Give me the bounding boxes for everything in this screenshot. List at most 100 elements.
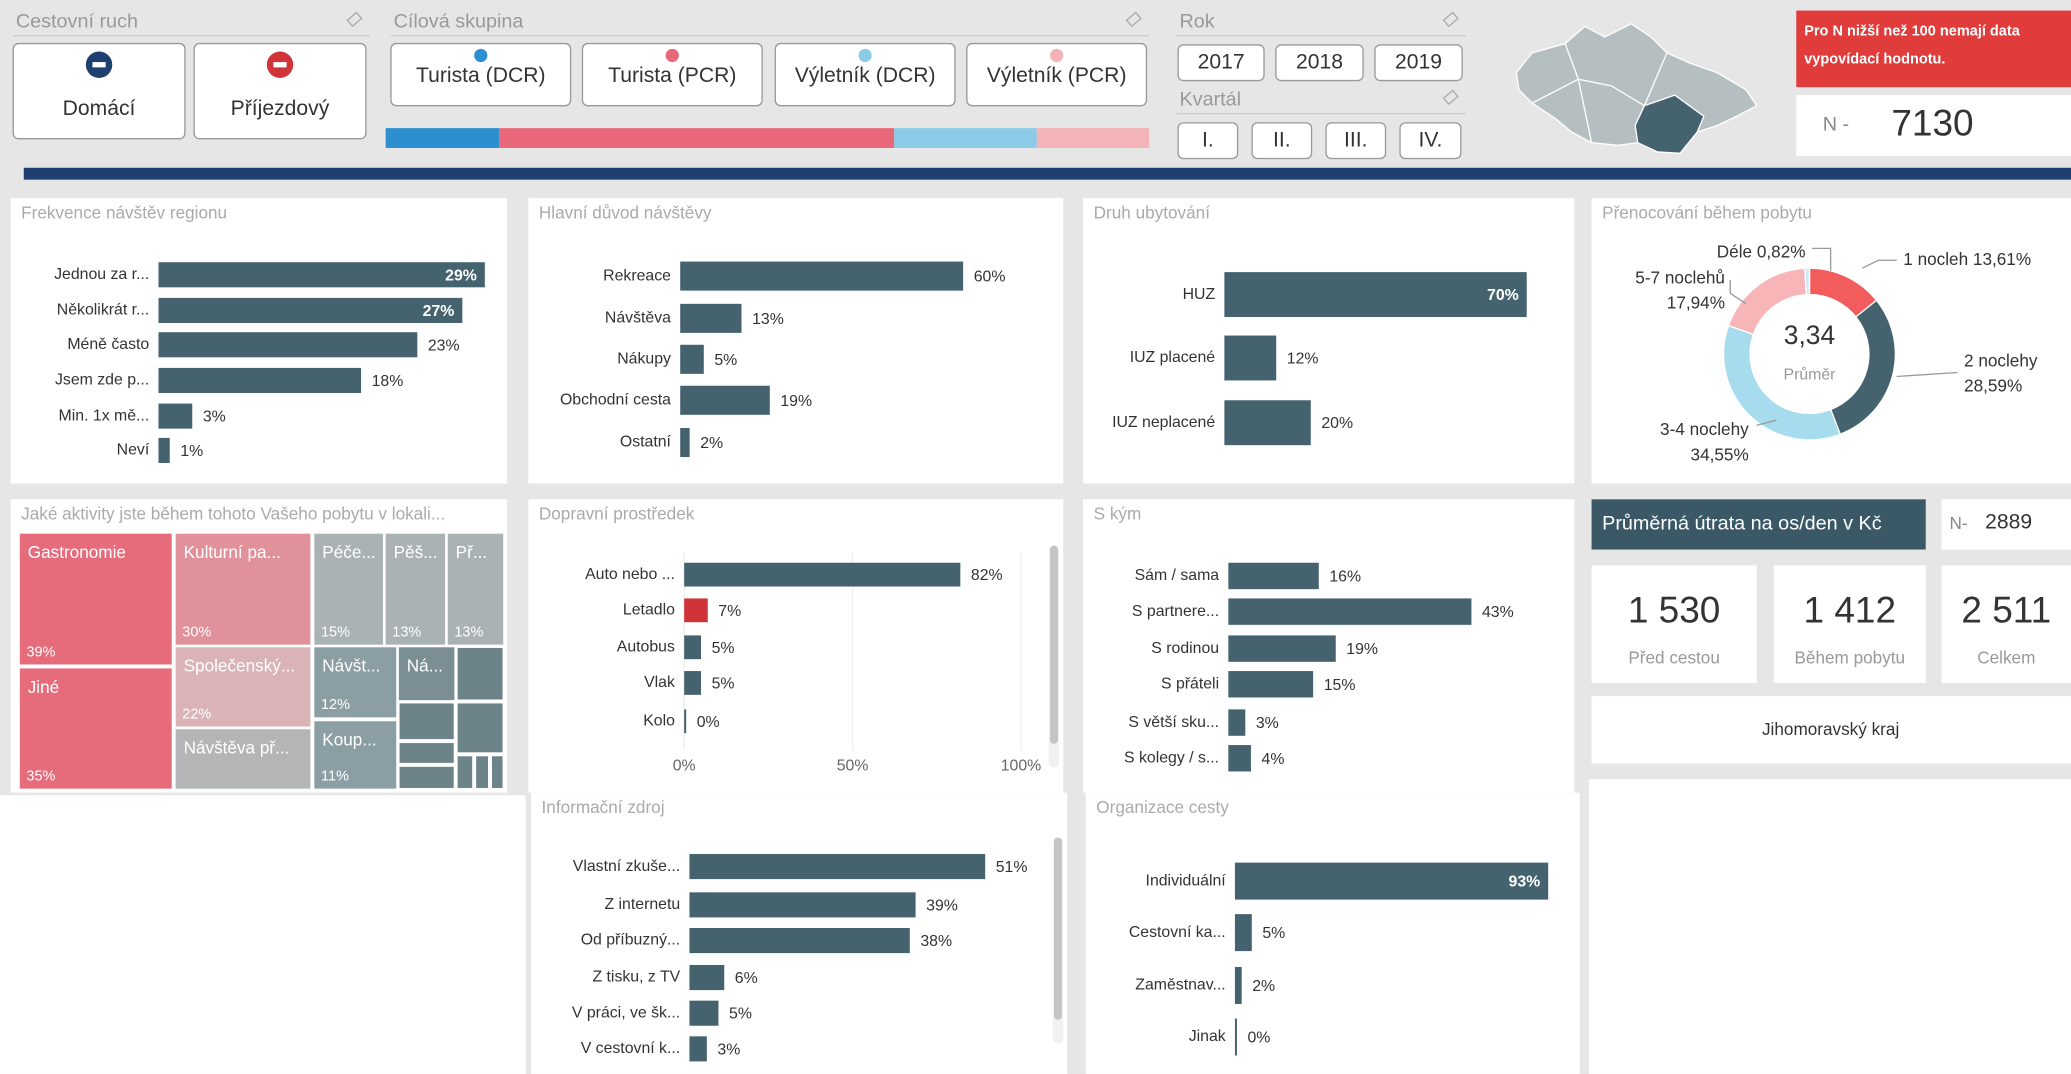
treemap-label: Koup... <box>322 730 376 750</box>
bar <box>680 303 742 333</box>
value-label: 16% <box>1329 568 1361 585</box>
slicer-option[interactable]: Výletník (DCR) <box>795 64 936 87</box>
value-label: 0% <box>697 714 720 731</box>
donut-category: 1 nocleh <box>1903 249 1968 269</box>
kpi-card <box>1773 565 1926 683</box>
category-label: Několikrát r... <box>57 302 149 319</box>
x-tick-label: 100% <box>1001 757 1042 774</box>
slicer-button[interactable] <box>1177 122 1239 160</box>
slicer-button[interactable] <box>1374 44 1463 82</box>
slicer-option[interactable]: 2018 <box>1296 50 1343 73</box>
value-label: 13% <box>752 311 784 328</box>
slicer-button[interactable] <box>1275 44 1364 82</box>
category-label: IUZ placené <box>1130 349 1216 366</box>
value-label: 60% <box>974 269 1006 286</box>
option-icon-mark <box>92 62 106 68</box>
kpi-card <box>1591 565 1757 683</box>
panel-title: Druh ubytování <box>1094 203 1211 223</box>
slicer-button[interactable] <box>1399 122 1462 160</box>
bar <box>680 261 964 291</box>
treemap-tile <box>314 647 397 718</box>
option-icon <box>858 48 872 63</box>
slicer-button[interactable] <box>1251 122 1313 160</box>
donut-category: 3-4 noclehy <box>1660 419 1749 439</box>
slicer-button[interactable] <box>390 42 572 107</box>
donut-value: 13,61% <box>1973 249 2031 269</box>
treemap-small-tile <box>456 702 504 754</box>
slicer-title: Cílová skupina <box>394 11 525 33</box>
option-icon <box>1050 48 1064 63</box>
treemap-label: Pěš... <box>394 542 438 562</box>
donut-value: 28,59% <box>1964 376 2022 396</box>
slicer-button[interactable] <box>581 42 763 107</box>
bar <box>689 1000 719 1026</box>
value-label: 18% <box>372 373 404 390</box>
divider-bar <box>23 167 2071 180</box>
value-label: 15% <box>1324 677 1356 694</box>
category-label: IUZ neplacené <box>1112 414 1215 431</box>
value-label: 3% <box>203 409 226 426</box>
slicer-option[interactable]: I. <box>1202 128 1214 151</box>
treemap-tile <box>314 721 397 789</box>
slicer-option[interactable]: Výletník (PCR) <box>987 64 1127 87</box>
slicer-button[interactable] <box>966 42 1148 107</box>
category-label: Rekreace <box>603 267 671 284</box>
kpi-n-box <box>1941 499 2071 550</box>
category-label: Méně často <box>67 336 149 353</box>
category-label: Ostatní <box>620 434 672 451</box>
slicer-button[interactable] <box>1325 122 1387 160</box>
value-label: 3% <box>1256 715 1279 732</box>
value-label: 7% <box>718 603 741 620</box>
slicer-option[interactable]: IV. <box>1418 128 1442 151</box>
x-tick-label: 50% <box>837 757 869 774</box>
bar <box>689 964 725 991</box>
panel <box>1085 792 1580 1074</box>
slicer-button[interactable] <box>1177 44 1265 82</box>
value-label: 5% <box>714 352 737 369</box>
donut-value: 0,82% <box>1757 241 1806 261</box>
panel-title: Informační zdroj <box>542 797 665 817</box>
category-label: Jednou za r... <box>54 266 149 283</box>
slicer-option[interactable]: II. <box>1273 128 1291 151</box>
bar <box>1234 966 1242 1004</box>
kpi-label: Celkem <box>1977 648 2035 668</box>
slicer-option[interactable]: Turista (PCR) <box>608 64 736 87</box>
donut-category: Déle <box>1717 241 1752 261</box>
treemap-label: Společenský... <box>184 656 296 676</box>
slicer-option[interactable]: 2019 <box>1395 50 1442 73</box>
value-label: 1% <box>180 443 203 460</box>
empty-area <box>0 795 526 1074</box>
category-label: V cestovní k... <box>581 1040 681 1057</box>
value-label: 20% <box>1321 415 1353 432</box>
value-label: 3% <box>717 1041 740 1058</box>
slicer-button[interactable] <box>12 42 186 140</box>
eraser-icon <box>1442 89 1459 106</box>
slicer-button[interactable] <box>774 42 956 107</box>
value-label: 70% <box>1487 287 1519 304</box>
scrollbar[interactable] <box>1053 837 1062 1020</box>
bar <box>1224 335 1277 381</box>
panel <box>528 499 1064 793</box>
slicer-option[interactable]: Domácí <box>63 97 136 120</box>
slicer-option[interactable]: 2017 <box>1198 50 1245 73</box>
category-label: Autobus <box>617 638 675 655</box>
value-label: 5% <box>729 1006 752 1023</box>
panel-title: Dopravní prostředek <box>539 504 695 524</box>
panel-title: Hlavní důvod návštěvy <box>539 203 712 223</box>
treemap-small-tile <box>398 741 456 765</box>
slicer-option[interactable]: Turista (DCR) <box>416 64 545 87</box>
panel-title: S kým <box>1094 504 1142 524</box>
treemap-tile <box>447 533 504 645</box>
slicer-option[interactable]: Příjezdový <box>231 97 330 120</box>
category-label: Letadlo <box>623 601 675 618</box>
donut-category: 5-7 noclehů <box>1635 267 1725 287</box>
slicer-option[interactable]: III. <box>1344 128 1367 151</box>
slicer-button[interactable] <box>193 42 367 140</box>
value-label: 19% <box>1346 641 1378 658</box>
group-color-bar <box>385 128 500 148</box>
scrollbar[interactable] <box>1050 545 1058 744</box>
treemap-value: 15% <box>321 625 350 641</box>
bar <box>1234 1018 1237 1056</box>
treemap-label: Kulturní pa... <box>184 542 281 562</box>
